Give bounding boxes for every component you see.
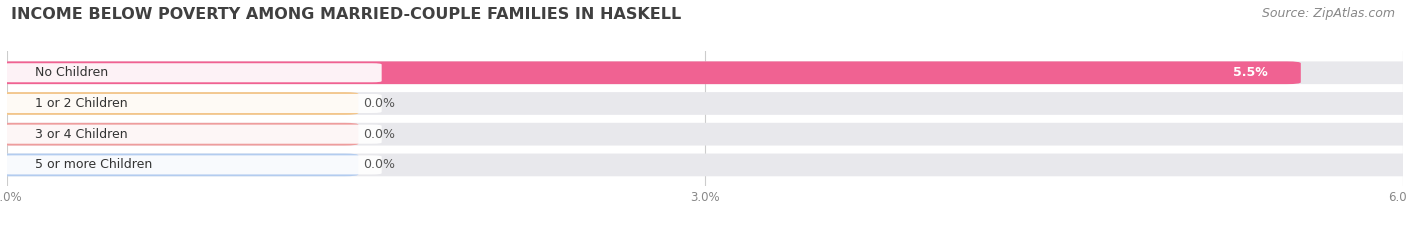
- Text: 3 or 4 Children: 3 or 4 Children: [35, 128, 128, 141]
- FancyBboxPatch shape: [0, 154, 359, 176]
- Text: 5 or more Children: 5 or more Children: [35, 158, 152, 171]
- FancyBboxPatch shape: [3, 155, 381, 175]
- FancyBboxPatch shape: [0, 61, 1301, 84]
- FancyBboxPatch shape: [0, 61, 1406, 84]
- FancyBboxPatch shape: [3, 94, 381, 113]
- Text: 0.0%: 0.0%: [363, 128, 395, 141]
- Text: Source: ZipAtlas.com: Source: ZipAtlas.com: [1261, 7, 1395, 20]
- FancyBboxPatch shape: [0, 123, 359, 146]
- FancyBboxPatch shape: [3, 63, 381, 82]
- Text: 0.0%: 0.0%: [363, 97, 395, 110]
- FancyBboxPatch shape: [3, 125, 381, 144]
- Text: No Children: No Children: [35, 66, 108, 79]
- Text: 0.0%: 0.0%: [363, 158, 395, 171]
- Text: 1 or 2 Children: 1 or 2 Children: [35, 97, 128, 110]
- FancyBboxPatch shape: [0, 92, 1406, 115]
- Text: INCOME BELOW POVERTY AMONG MARRIED-COUPLE FAMILIES IN HASKELL: INCOME BELOW POVERTY AMONG MARRIED-COUPL…: [11, 7, 682, 22]
- FancyBboxPatch shape: [0, 123, 1406, 146]
- FancyBboxPatch shape: [0, 154, 1406, 176]
- FancyBboxPatch shape: [0, 92, 359, 115]
- Text: 5.5%: 5.5%: [1233, 66, 1268, 79]
